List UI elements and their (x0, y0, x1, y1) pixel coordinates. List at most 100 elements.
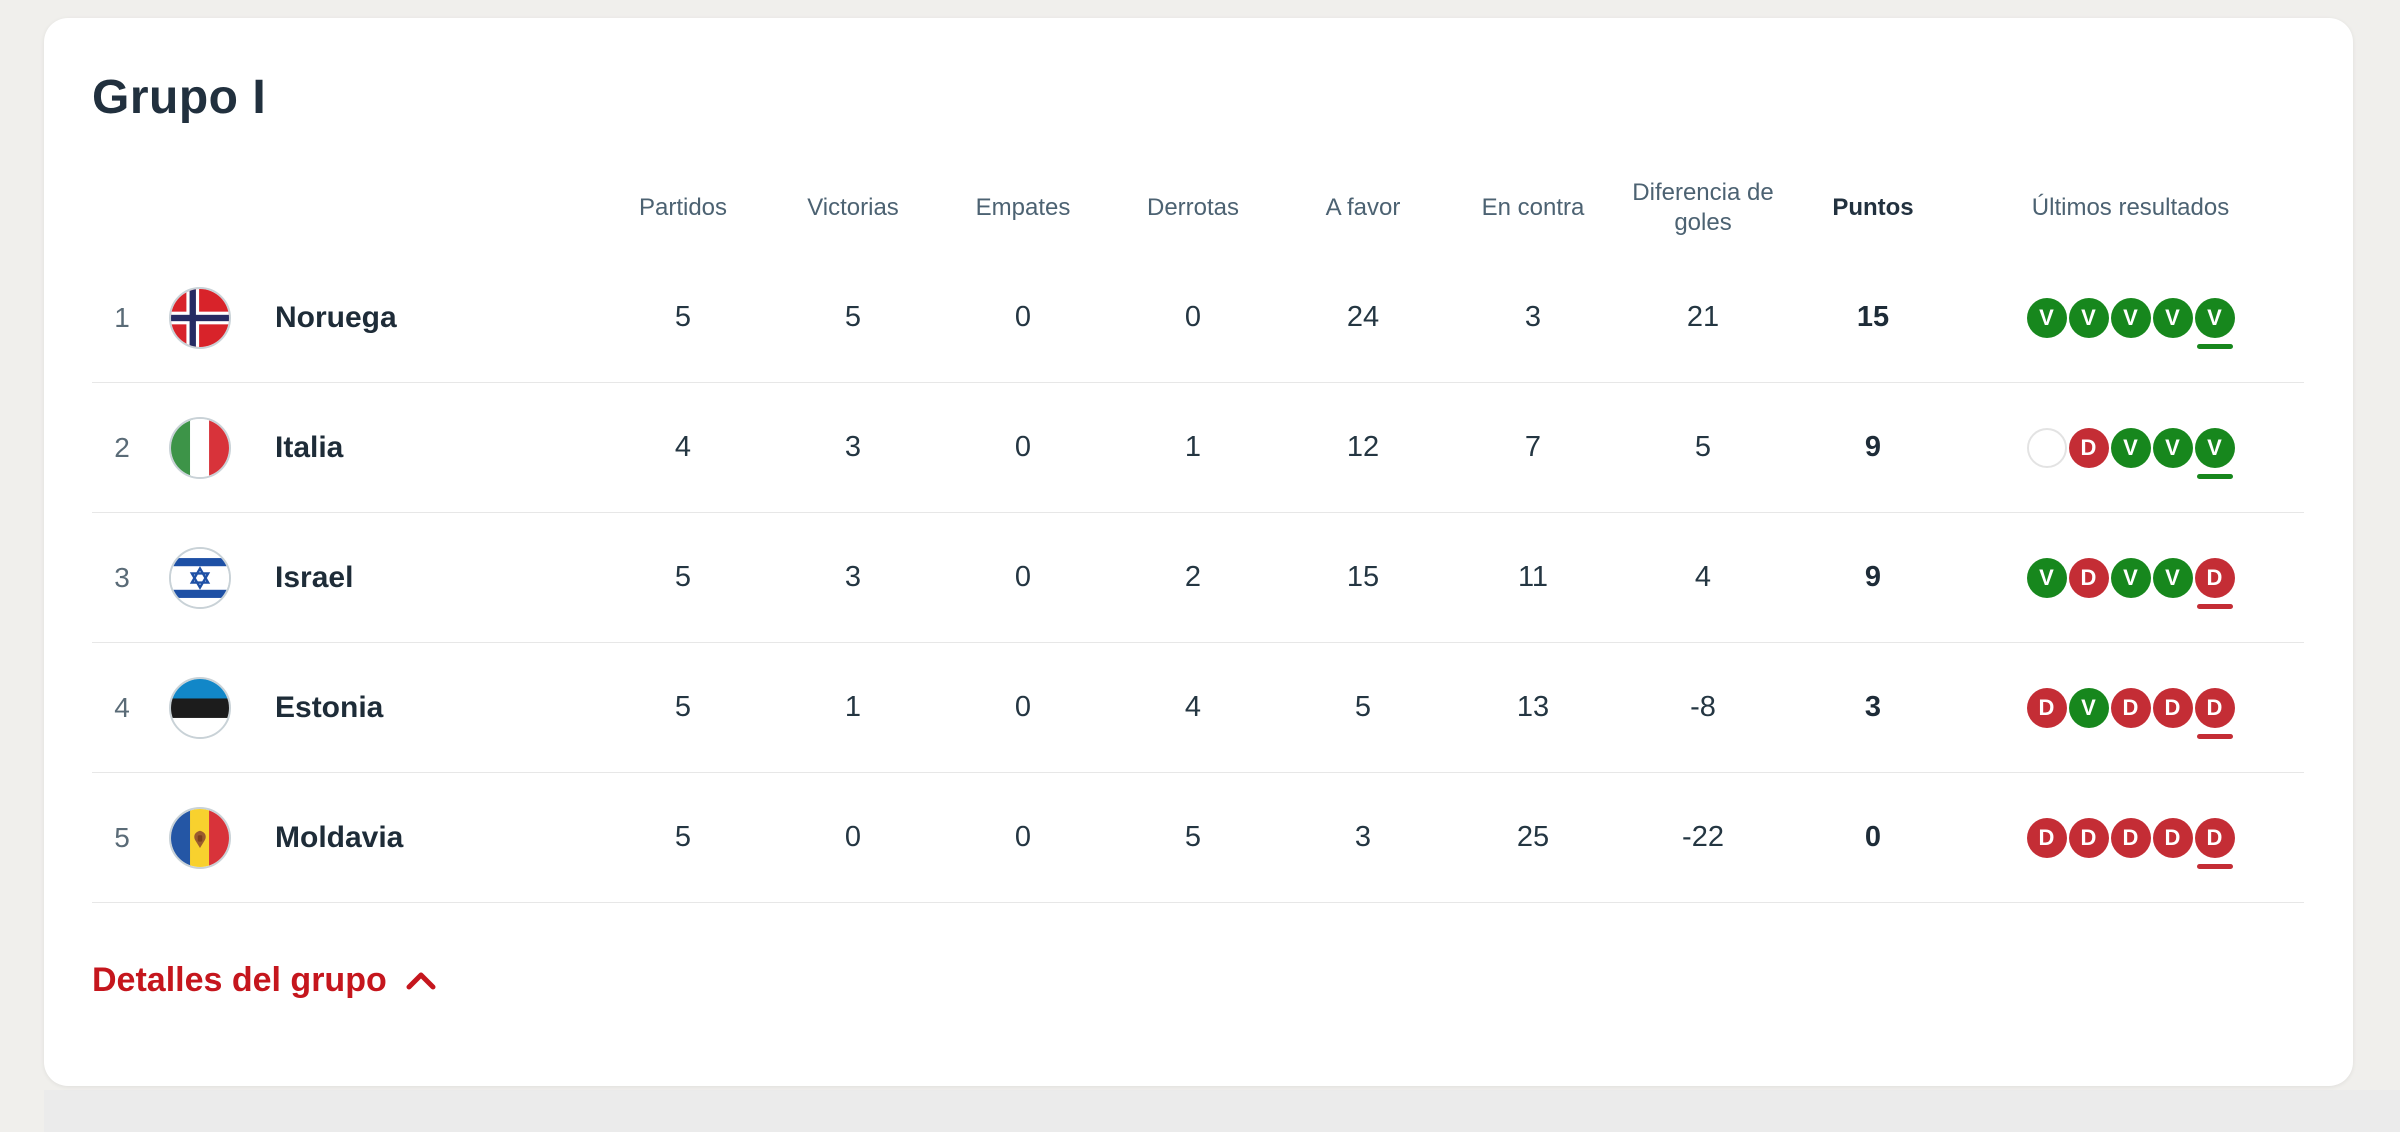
column-header-wins: Victorias (807, 194, 899, 221)
goal-difference-cell: 4 (1694, 561, 1712, 593)
points-cell: 9 (1864, 431, 1882, 463)
wins-cell: 1 (844, 691, 862, 723)
wins-cell: 3 (844, 431, 862, 463)
goals-against-cell: 13 (1516, 691, 1550, 723)
result-loss-badge[interactable]: D (2026, 817, 2067, 858)
goals-against-cell: 7 (1524, 431, 1542, 463)
points-cell: 9 (1864, 561, 1882, 593)
points-cell: 3 (1864, 691, 1882, 723)
played-cell: 5 (674, 691, 692, 723)
result-loss-badge[interactable]: D (2194, 557, 2235, 609)
goals-for-cell: 15 (1346, 561, 1380, 593)
goals-for-cell: 3 (1354, 821, 1372, 853)
result-loss-badge[interactable]: D (2152, 817, 2193, 858)
result-loss-badge[interactable]: D (2068, 817, 2109, 858)
team-name: Italia (275, 430, 344, 464)
group-details-label: Detalles del grupo (92, 961, 387, 999)
result-win-badge[interactable]: V (2110, 297, 2151, 338)
rank-cell: 3 (114, 561, 130, 593)
group-details-toggle[interactable]: Detalles del grupo (92, 961, 437, 1000)
result-loss-badge[interactable]: D (2026, 687, 2067, 728)
losses-cell: 5 (1184, 821, 1202, 853)
wins-cell: 3 (844, 561, 862, 593)
result-win-badge[interactable]: V (2068, 297, 2109, 338)
wins-cell: 5 (844, 301, 862, 333)
team-name: Noruega (275, 300, 397, 334)
column-header-goals-for: A favor (1325, 194, 1401, 221)
chevron-up-icon (406, 972, 436, 989)
result-empty-badge[interactable] (2026, 427, 2067, 468)
goals-for-cell: 24 (1346, 301, 1380, 333)
table-header-row: Partidos Victorias Empates Derrotas A fa… (92, 163, 2304, 253)
rank-cell: 5 (114, 821, 130, 853)
result-loss-badge[interactable]: D (2194, 687, 2235, 739)
team-cell[interactable]: Israel (152, 546, 598, 609)
result-win-badge[interactable]: V (2110, 557, 2151, 598)
result-loss-badge[interactable]: D (2068, 427, 2109, 468)
goal-difference-cell: -22 (1682, 821, 1724, 853)
losses-cell: 0 (1184, 301, 1202, 333)
losses-cell: 2 (1184, 561, 1202, 593)
team-cell[interactable]: Italia (152, 416, 598, 479)
result-win-badge[interactable]: V (2194, 427, 2235, 479)
team-name: Israel (275, 560, 354, 594)
column-header-draws: Empates (975, 194, 1071, 221)
result-win-badge[interactable]: V (2152, 297, 2193, 338)
result-win-badge[interactable]: V (2194, 297, 2235, 349)
goal-difference-cell: -8 (1690, 691, 1716, 723)
israel-flag-icon (169, 546, 231, 609)
result-loss-badge[interactable]: D (2110, 817, 2151, 858)
draws-cell: 0 (1014, 431, 1032, 463)
rank-cell: 1 (114, 301, 130, 333)
team-cell[interactable]: Estonia (152, 676, 598, 739)
result-loss-badge[interactable]: D (2110, 687, 2151, 728)
draws-cell: 0 (1014, 561, 1032, 593)
points-cell: 15 (1856, 301, 1890, 333)
played-cell: 4 (674, 431, 692, 463)
rank-cell: 4 (114, 691, 130, 723)
column-header-goals-against: En contra (1481, 194, 1585, 221)
estonia-flag-icon (169, 676, 231, 739)
goals-for-cell: 5 (1354, 691, 1372, 723)
result-win-badge[interactable]: V (2152, 557, 2193, 598)
result-win-badge[interactable]: V (2026, 557, 2067, 598)
goals-against-cell: 3 (1524, 301, 1542, 333)
goals-for-cell: 12 (1346, 431, 1380, 463)
goal-difference-cell: 21 (1686, 301, 1720, 333)
rank-cell: 2 (114, 431, 130, 463)
result-loss-badge[interactable]: D (2068, 557, 2109, 598)
draws-cell: 0 (1014, 821, 1032, 853)
result-win-badge[interactable]: V (2110, 427, 2151, 468)
group-card: Grupo I Partidos Victorias Empates Derro… (44, 18, 2353, 1086)
result-loss-badge[interactable]: D (2194, 817, 2235, 869)
page-footer-strip (44, 1090, 2400, 1132)
result-win-badge[interactable]: V (2068, 687, 2109, 728)
team-cell[interactable]: Moldavia (152, 806, 598, 869)
wins-cell: 0 (844, 821, 862, 853)
draws-cell: 0 (1014, 301, 1032, 333)
team-cell[interactable]: Noruega (152, 286, 598, 349)
losses-cell: 1 (1184, 431, 1202, 463)
norway-flag-icon (169, 286, 231, 349)
losses-cell: 4 (1184, 691, 1202, 723)
result-win-badge[interactable]: V (2026, 297, 2067, 338)
result-win-badge[interactable]: V (2152, 427, 2193, 468)
team-name: Moldavia (275, 820, 404, 854)
moldova-flag-icon (169, 806, 231, 869)
points-cell: 0 (1864, 821, 1882, 853)
played-cell: 5 (674, 301, 692, 333)
result-loss-badge[interactable]: D (2152, 687, 2193, 728)
column-header-losses: Derrotas (1146, 194, 1240, 221)
played-cell: 5 (674, 821, 692, 853)
